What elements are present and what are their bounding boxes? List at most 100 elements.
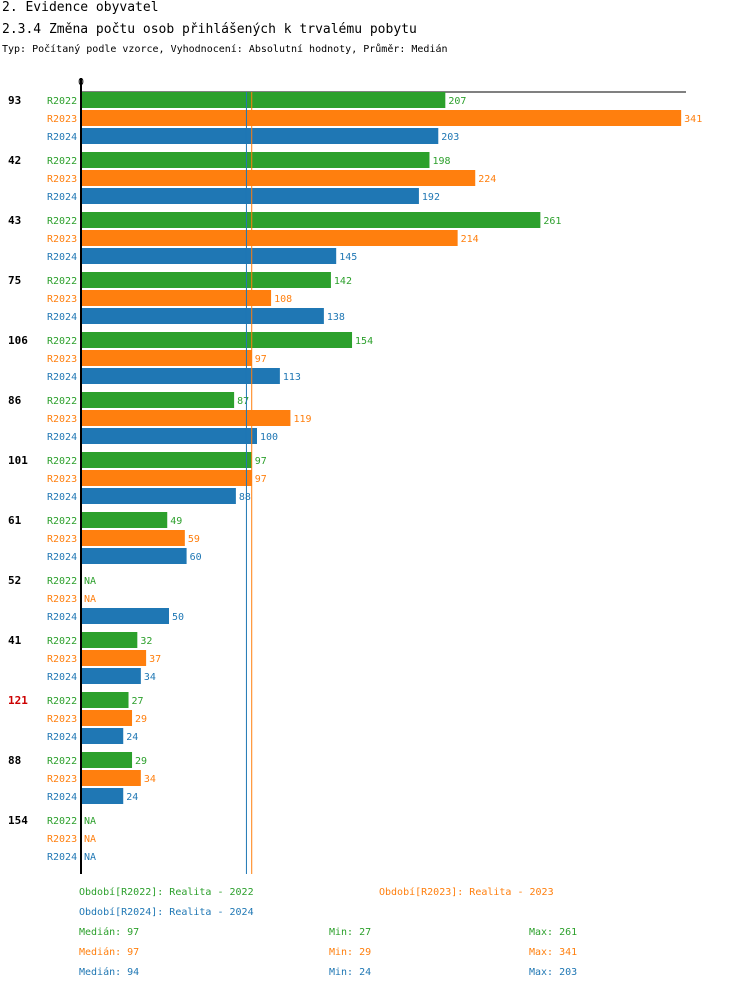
series-label: R2022	[47, 756, 77, 767]
bar	[81, 248, 337, 264]
bar-value-label: 214	[461, 234, 479, 245]
bar	[81, 128, 439, 144]
group-label: 93	[8, 94, 21, 107]
series-label: R2024	[47, 432, 77, 443]
bar-value-label: 97	[255, 474, 267, 485]
bar	[81, 308, 324, 324]
stat-min-r2023: Min: 29	[329, 947, 372, 958]
stat-median-r2022: Medián: 97	[79, 927, 140, 938]
series-label: R2023	[47, 174, 77, 185]
series-label: R2022	[47, 516, 77, 527]
series-label: R2022	[47, 576, 77, 587]
bar-value-label: 224	[478, 174, 496, 185]
bar-value-label: 37	[149, 654, 161, 665]
bar	[81, 692, 129, 708]
bar	[81, 632, 138, 648]
bar	[81, 548, 187, 564]
series-label: R2022	[47, 696, 77, 707]
bar	[81, 788, 124, 804]
bar-value-label: 60	[190, 552, 202, 563]
series-label: R2023	[47, 774, 77, 785]
series-label: R2024	[47, 192, 77, 203]
series-label: R2022	[47, 96, 77, 107]
series-label: R2024	[47, 492, 77, 503]
bar-value-label: 27	[132, 696, 144, 707]
bar	[81, 152, 430, 168]
bar	[81, 110, 682, 126]
series-label: R2022	[47, 396, 77, 407]
group-label: 43	[8, 214, 21, 227]
bar	[81, 512, 168, 528]
series-label: R2022	[47, 156, 77, 167]
bar	[81, 470, 252, 486]
bar	[81, 428, 257, 444]
bar-value-label: 29	[135, 714, 147, 725]
series-label: R2022	[47, 276, 77, 287]
bar	[81, 272, 331, 288]
bar	[81, 530, 185, 546]
bar-chart: 093R2022207R2023341R202420342R2022198R20…	[8, 77, 702, 874]
series-label: R2023	[47, 714, 77, 725]
bar-value-label: 142	[334, 276, 352, 287]
bar-value-label: 32	[140, 636, 152, 647]
group-label: 101	[8, 454, 28, 467]
bar-value-label: 145	[339, 252, 357, 263]
bar	[81, 350, 252, 366]
bar	[81, 332, 353, 348]
bar	[81, 188, 419, 204]
bar-value-label: 34	[144, 774, 156, 785]
bar	[81, 710, 133, 726]
bar-value-label: 59	[188, 534, 200, 545]
series-label: R2023	[47, 534, 77, 545]
bar-value-label: 29	[135, 756, 147, 767]
bar	[81, 212, 541, 228]
series-label: R2024	[47, 672, 77, 683]
group-label: 75	[8, 274, 21, 287]
series-label: R2023	[47, 294, 77, 305]
bar-value-label: 50	[172, 612, 184, 623]
bar	[81, 230, 458, 246]
group-label: 61	[8, 514, 22, 527]
section-title: 2. Evidence obyvatel	[2, 0, 159, 15]
bar-value-label: 119	[293, 414, 311, 425]
bar-value-label: 113	[283, 372, 301, 383]
series-label: R2024	[47, 132, 77, 143]
bar-value-label: 100	[260, 432, 278, 443]
chart-title: 2.3.4 Změna počtu osob přihlášených k tr…	[2, 22, 417, 37]
series-label: R2022	[47, 456, 77, 467]
series-label: R2022	[47, 336, 77, 347]
group-label: 41	[8, 634, 22, 647]
bar-value-label: 34	[144, 672, 156, 683]
bar-value-label: 341	[684, 114, 702, 125]
stat-min-r2022: Min: 27	[329, 927, 372, 938]
series-label: R2023	[47, 834, 77, 845]
bar	[81, 392, 235, 408]
bar	[81, 770, 141, 786]
na-label: NA	[84, 834, 96, 845]
bar-value-label: 138	[327, 312, 345, 323]
series-label: R2022	[47, 216, 77, 227]
stat-median-r2023: Medián: 97	[79, 947, 140, 958]
stat-max-r2024: Max: 203	[529, 967, 578, 978]
group-label: 86	[8, 394, 22, 407]
bar-value-label: 198	[432, 156, 450, 167]
bar	[81, 650, 147, 666]
bar	[81, 728, 124, 744]
series-label: R2023	[47, 234, 77, 245]
bar-value-label: 97	[255, 456, 267, 467]
series-label: R2022	[47, 636, 77, 647]
bar	[81, 410, 291, 426]
bar-value-label: 154	[355, 336, 373, 347]
series-label: R2024	[47, 852, 77, 863]
legend-r2023: Období[R2023]: Realita - 2023	[379, 887, 554, 898]
bar-value-label: 24	[126, 792, 138, 803]
na-label: NA	[84, 594, 96, 605]
stat-median-r2024: Medián: 94	[79, 967, 140, 978]
series-label: R2024	[47, 312, 77, 323]
bar	[81, 668, 141, 684]
group-label: 106	[8, 334, 28, 347]
bar	[81, 752, 133, 768]
bar	[81, 368, 280, 384]
legend-r2024: Období[R2024]: Realita - 2024	[79, 907, 254, 918]
bar-value-label: 49	[170, 516, 182, 527]
